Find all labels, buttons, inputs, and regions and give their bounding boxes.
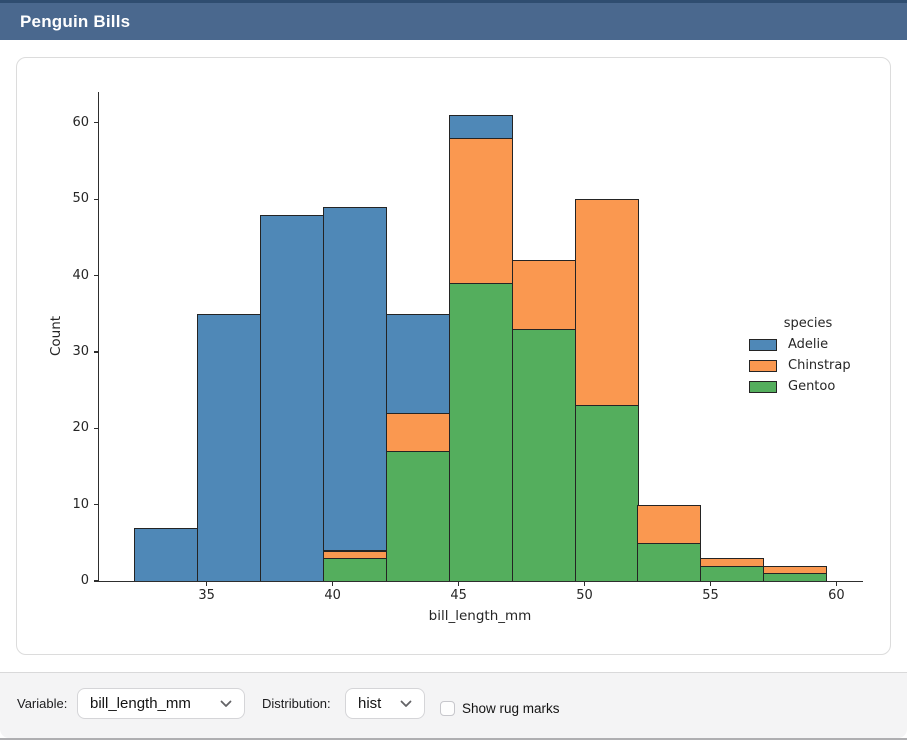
bar-segment-gentoo [574, 405, 639, 582]
title-bar: Penguin Bills [0, 0, 907, 40]
y-tick-label: 60 [72, 114, 89, 130]
legend-label: Gentoo [788, 379, 836, 394]
y-tick-label: 30 [72, 344, 89, 359]
legend-swatch-icon [749, 359, 777, 372]
y-tick [94, 122, 98, 124]
footer-divider [0, 672, 907, 673]
window-bottom-edge [0, 738, 907, 740]
y-tick [94, 198, 98, 200]
x-tick [332, 582, 334, 586]
legend-entries: Adelie Chinstrap Gentoo [749, 337, 867, 394]
bar-segment-adelie [448, 115, 513, 140]
bar-segment-gentoo [385, 451, 450, 582]
legend-label: Adelie [788, 337, 829, 352]
legend-label: Chinstrap [788, 358, 851, 373]
bar-segment-chinstrap [385, 413, 450, 453]
bar-segment-chinstrap [763, 565, 828, 575]
bar-segment-gentoo [511, 329, 576, 582]
bar-segment-chinstrap [574, 199, 639, 407]
bar-segment-adelie [322, 206, 387, 552]
legend-entry-adelie: Adelie [749, 337, 867, 352]
window-title: Penguin Bills [20, 11, 131, 31]
rug-checkbox[interactable] [440, 701, 455, 716]
x-axis-label: bill_length_mm [428, 608, 532, 624]
bar-segment-chinstrap [637, 504, 702, 544]
bar-segment-chinstrap [700, 558, 765, 567]
y-tick-label: 40 [72, 267, 89, 283]
bar-segment-adelie [259, 214, 324, 582]
variable-select[interactable]: bill_length_mm [77, 688, 245, 719]
y-tick-label: 10 [72, 496, 89, 512]
y-tick-label: 0 [80, 573, 89, 588]
bar-segment-chinstrap [448, 138, 513, 285]
x-tick [709, 582, 712, 586]
x-tick [583, 582, 586, 586]
bar-segment-gentoo [322, 558, 387, 582]
x-axis-spine [94, 581, 863, 583]
bar-segment-gentoo [637, 542, 702, 582]
bar-segment-adelie [133, 527, 198, 582]
bar-segment-adelie [196, 313, 261, 582]
x-tick [458, 582, 460, 586]
bar-segment-chinstrap [322, 550, 387, 560]
x-tick-label: 50 [576, 588, 593, 603]
plot-area: Count bill_length_mm species Adelie Chins… [48, 92, 863, 624]
legend-entry-gentoo: Gentoo [749, 379, 867, 394]
legend: species Adelie Chinstrap Gentoo [749, 316, 867, 401]
x-tick-label: 45 [450, 588, 467, 603]
chart-card: Count bill_length_mm species Adelie Chins… [16, 57, 891, 655]
bar-segment-gentoo [448, 283, 513, 582]
x-tick-label: 60 [828, 588, 845, 603]
legend-title: species [783, 316, 833, 331]
bar-segment-gentoo [700, 565, 765, 582]
legend-swatch-icon [749, 338, 777, 351]
x-tick [835, 582, 837, 586]
legend-swatch-icon [749, 380, 777, 393]
y-tick [94, 580, 98, 582]
y-tick [94, 427, 98, 429]
distribution-select-value: hist [358, 695, 382, 712]
y-tick [94, 275, 98, 277]
chevron-down-icon [400, 700, 412, 707]
y-tick-label: 20 [72, 420, 89, 436]
variable-label: Variable: [17, 696, 68, 711]
x-tick [206, 582, 208, 586]
y-tick [94, 504, 98, 506]
y-tick-label: 50 [72, 191, 89, 207]
bar-segment-chinstrap [511, 260, 576, 330]
x-tick-label: 55 [702, 588, 719, 603]
control-bar: Variable: bill_length_mm Distribution: h… [0, 673, 907, 738]
rug-checkbox-label: Show rug marks [462, 701, 560, 716]
y-tick [94, 351, 98, 353]
distribution-select[interactable]: hist [345, 688, 425, 719]
distribution-label: Distribution: [262, 696, 331, 711]
x-tick-label: 35 [198, 588, 215, 603]
x-tick-label: 40 [324, 588, 341, 603]
variable-select-value: bill_length_mm [90, 695, 191, 712]
y-axis-spine [98, 92, 100, 582]
bar-segment-adelie [385, 313, 450, 415]
chevron-down-icon [220, 700, 232, 707]
legend-entry-chinstrap: Chinstrap [749, 358, 867, 373]
